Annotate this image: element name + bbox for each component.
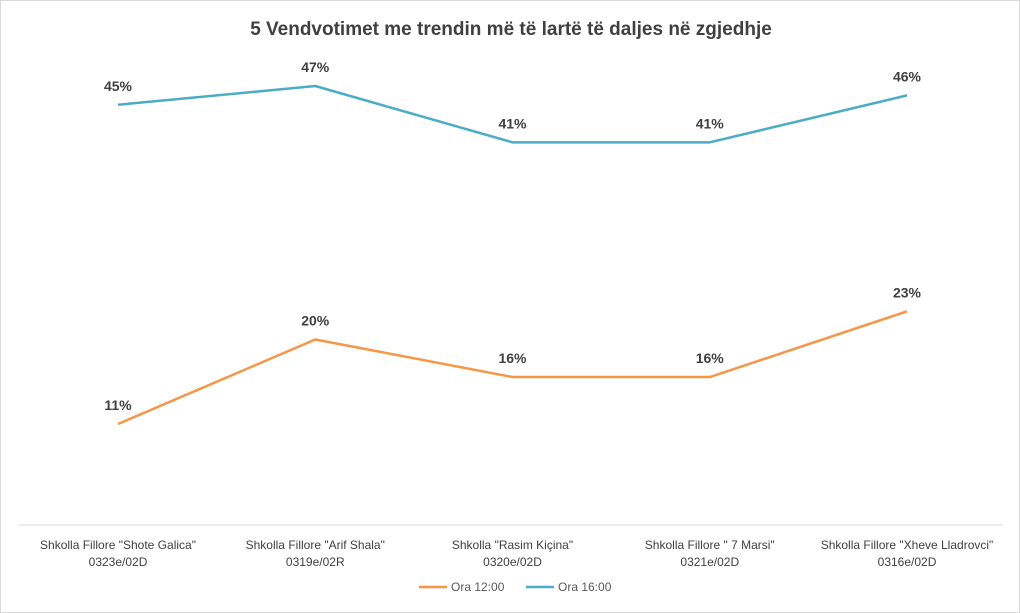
plot-area: Shkolla Fillore "Shote Galica" 0323e/02D S… — [19, 59, 1003, 569]
data-label: 41% — [696, 115, 725, 131]
data-label: 16% — [696, 350, 725, 366]
series-line — [117, 84, 908, 144]
data-label: 41% — [498, 115, 527, 131]
x-tick-label: Shkolla Fillore "Shote Galica" 0323e/02D — [40, 538, 196, 569]
data-label: 16% — [498, 350, 527, 366]
chart-title: 5 Vendvotimet me trendin më të lartë të … — [250, 19, 772, 40]
data-label: 47% — [301, 59, 330, 75]
legend-entry: Ora 16:00 — [558, 580, 612, 594]
series-line — [117, 310, 908, 426]
data-label: 11% — [104, 397, 132, 413]
data-label: 23% — [893, 284, 922, 300]
x-tick-label: Shkolla Fillore "Arif Shala" 0319e/02R — [246, 538, 385, 569]
legend-entry: Ora 12:00 — [451, 580, 505, 594]
data-label: 20% — [301, 313, 330, 329]
x-tick-label: Shkolla "Rasim Kiçina" 0320e/02D — [452, 538, 573, 569]
x-tick-label: Shkolla Fillore " 7 Marsi" 0321e/02D — [645, 538, 775, 569]
legend: Ora 12:00 Ora 16:00 — [419, 580, 612, 594]
x-tick-label: Shkolla Fillore "Xheve Lladrovci" 0316e/0… — [821, 538, 994, 569]
data-label: 46% — [893, 68, 922, 84]
data-label: 45% — [104, 78, 133, 94]
